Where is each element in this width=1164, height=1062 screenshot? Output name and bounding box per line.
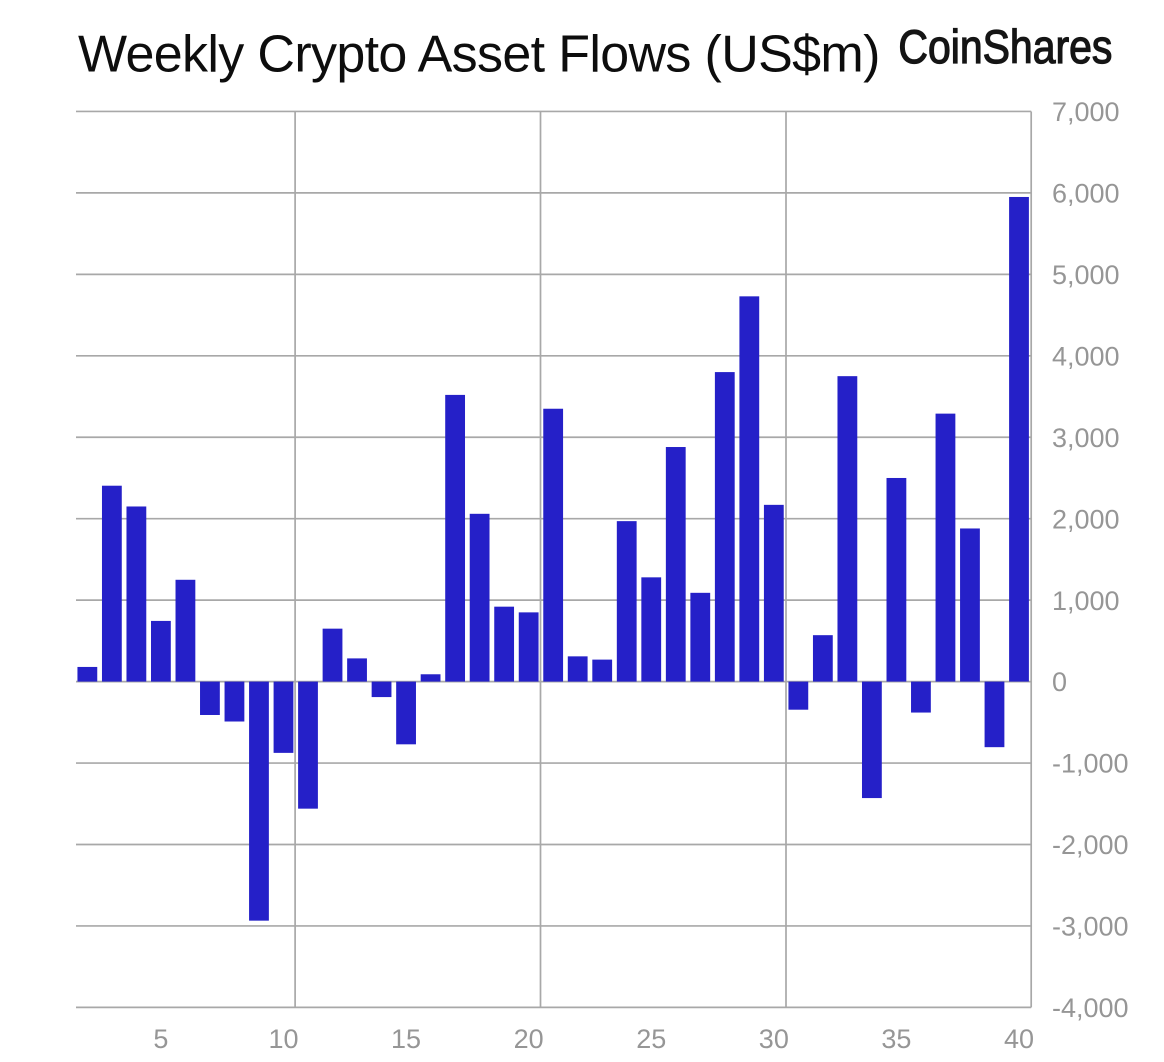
svg-text:10: 10 [268,1024,298,1054]
svg-text:6,000: 6,000 [1052,179,1120,209]
svg-text:2,000: 2,000 [1052,504,1120,534]
svg-text:7,000: 7,000 [1052,97,1120,127]
svg-text:0: 0 [1052,667,1067,697]
svg-text:-4,000: -4,000 [1052,993,1129,1023]
svg-text:40: 40 [1004,1024,1034,1054]
svg-text:Weekly Crypto Asset Flows (US$: Weekly Crypto Asset Flows (US$m) [78,26,880,84]
svg-text:-2,000: -2,000 [1052,830,1129,860]
svg-text:20: 20 [514,1024,544,1054]
svg-text:CoinShares: CoinShares [898,20,1112,73]
svg-text:5: 5 [153,1024,168,1054]
svg-text:-3,000: -3,000 [1052,912,1129,942]
svg-text:1,000: 1,000 [1052,586,1120,616]
svg-text:25: 25 [636,1024,666,1054]
svg-text:-1,000: -1,000 [1052,749,1129,779]
svg-text:3,000: 3,000 [1052,423,1120,453]
svg-text:35: 35 [881,1024,911,1054]
svg-text:30: 30 [759,1024,789,1054]
svg-text:4,000: 4,000 [1052,341,1120,371]
svg-text:15: 15 [391,1024,421,1054]
svg-text:5,000: 5,000 [1052,260,1120,290]
